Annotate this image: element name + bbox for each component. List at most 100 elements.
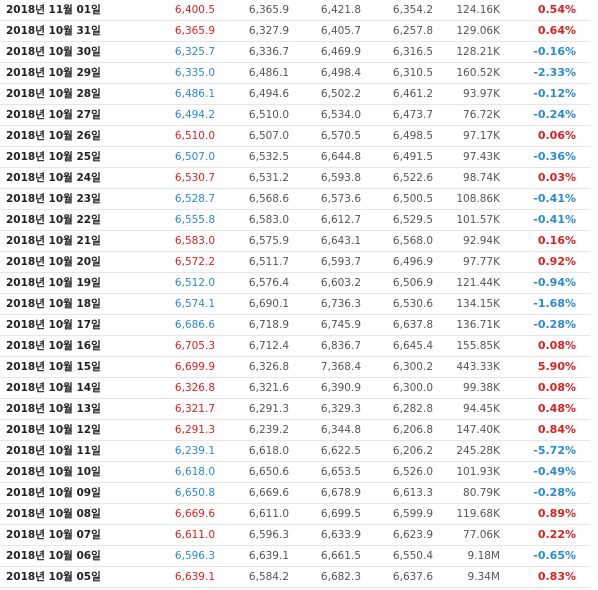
change-cell: 0.54% bbox=[537, 3, 576, 16]
high-cell: 6,570.5 bbox=[320, 130, 361, 142]
volume-cell: 134.15K bbox=[456, 298, 500, 310]
table-row: 2018년 10월 11일 6,239.1 6,618.0 6,622.5 6,206.… bbox=[0, 441, 590, 462]
volume-cell: 9.18M bbox=[467, 550, 500, 562]
open-cell: 6,618.0 bbox=[248, 445, 289, 457]
change-cell: 0.48% bbox=[537, 402, 576, 415]
price-cell: 6,335.0 bbox=[174, 67, 215, 79]
low-cell: 6,529.5 bbox=[392, 214, 433, 226]
low-cell: 6,526.0 bbox=[392, 466, 433, 478]
high-cell: 6,678.9 bbox=[320, 487, 361, 499]
high-cell: 7,368.4 bbox=[320, 361, 361, 373]
date-cell: 2018년 10월 09일 bbox=[6, 487, 101, 499]
price-cell: 6,611.0 bbox=[174, 529, 215, 541]
high-cell: 6,643.1 bbox=[320, 235, 361, 247]
price-cell: 6,512.0 bbox=[174, 277, 215, 289]
date-cell: 2018년 10월 19일 bbox=[6, 277, 101, 289]
table-row: 2018년 10월 25일 6,507.0 6,532.5 6,644.8 6,491.… bbox=[0, 147, 590, 168]
open-cell: 6,611.0 bbox=[248, 508, 289, 520]
change-cell: 0.08% bbox=[537, 381, 576, 394]
change-cell: -1.68% bbox=[533, 297, 576, 310]
change-cell: -0.41% bbox=[533, 213, 576, 226]
volume-cell: 108.86K bbox=[456, 193, 500, 205]
open-cell: 6,321.6 bbox=[248, 382, 289, 394]
high-cell: 6,329.3 bbox=[320, 403, 361, 415]
change-cell: -0.28% bbox=[533, 486, 576, 499]
low-cell: 6,522.6 bbox=[392, 172, 433, 184]
table-row: 2018년 10월 17일 6,686.6 6,718.9 6,745.9 6,637.… bbox=[0, 315, 590, 336]
volume-cell: 136.71K bbox=[456, 319, 500, 331]
price-cell: 6,618.0 bbox=[174, 466, 215, 478]
price-cell: 6,530.7 bbox=[174, 172, 215, 184]
date-cell: 2018년 10월 24일 bbox=[6, 172, 101, 184]
table-row: 2018년 10월 07일 6,611.0 6,596.3 6,633.9 6,623.… bbox=[0, 525, 590, 546]
low-cell: 6,645.4 bbox=[392, 340, 433, 352]
low-cell: 6,491.5 bbox=[392, 151, 433, 163]
date-cell: 2018년 10월 25일 bbox=[6, 151, 101, 163]
volume-cell: 160.52K bbox=[456, 67, 500, 79]
open-cell: 6,327.9 bbox=[248, 25, 289, 37]
table-row: 2018년 10월 31일 6,365.9 6,327.9 6,405.7 6,257.… bbox=[0, 21, 590, 42]
date-cell: 2018년 10월 20일 bbox=[6, 256, 101, 268]
table-row: 2018년 10월 19일 6,512.0 6,576.4 6,603.2 6,506.… bbox=[0, 273, 590, 294]
volume-cell: 119.68K bbox=[456, 508, 500, 520]
high-cell: 6,534.0 bbox=[320, 109, 361, 121]
price-cell: 6,686.6 bbox=[174, 319, 215, 331]
change-cell: -0.94% bbox=[533, 276, 576, 289]
volume-cell: 77.06K bbox=[463, 529, 500, 541]
volume-cell: 124.16K bbox=[456, 4, 500, 16]
low-cell: 6,473.7 bbox=[392, 109, 433, 121]
volume-cell: 93.97K bbox=[463, 88, 500, 100]
volume-cell: 101.93K bbox=[456, 466, 500, 478]
volume-cell: 9.34M bbox=[467, 571, 500, 583]
high-cell: 6,644.8 bbox=[320, 151, 361, 163]
high-cell: 6,661.5 bbox=[320, 550, 361, 562]
volume-cell: 80.79K bbox=[463, 487, 500, 499]
table-row: 2018년 10월 13일 6,321.7 6,291.3 6,329.3 6,282.… bbox=[0, 399, 590, 420]
date-cell: 2018년 10월 22일 bbox=[6, 214, 101, 226]
low-cell: 6,257.8 bbox=[392, 25, 433, 37]
high-cell: 6,593.7 bbox=[320, 256, 361, 268]
price-cell: 6,325.7 bbox=[174, 46, 215, 58]
high-cell: 6,498.4 bbox=[320, 67, 361, 79]
change-cell: 0.03% bbox=[537, 171, 576, 184]
date-cell: 2018년 10월 30일 bbox=[6, 46, 101, 58]
price-cell: 6,400.5 bbox=[174, 4, 215, 16]
price-cell: 6,486.1 bbox=[174, 88, 215, 100]
open-cell: 6,486.1 bbox=[248, 67, 289, 79]
table-row: 2018년 10월 06일 6,596.3 6,639.1 6,661.5 6,550.… bbox=[0, 546, 590, 567]
change-cell: -0.28% bbox=[533, 318, 576, 331]
price-cell: 6,699.9 bbox=[174, 361, 215, 373]
price-cell: 6,705.3 bbox=[174, 340, 215, 352]
price-cell: 6,291.3 bbox=[174, 424, 215, 436]
date-cell: 2018년 10월 07일 bbox=[6, 529, 101, 541]
volume-cell: 121.44K bbox=[456, 277, 500, 289]
change-cell: 0.22% bbox=[537, 528, 576, 541]
date-cell: 2018년 10월 18일 bbox=[6, 298, 101, 310]
high-cell: 6,699.5 bbox=[320, 508, 361, 520]
date-cell: 2018년 10월 13일 bbox=[6, 403, 101, 415]
date-cell: 2018년 10월 16일 bbox=[6, 340, 101, 352]
change-cell: 0.64% bbox=[537, 24, 576, 37]
date-cell: 2018년 10월 14일 bbox=[6, 382, 101, 394]
price-cell: 6,572.2 bbox=[174, 256, 215, 268]
date-cell: 2018년 10월 15일 bbox=[6, 361, 101, 373]
low-cell: 6,316.5 bbox=[392, 46, 433, 58]
volume-cell: 443.33K bbox=[456, 361, 500, 373]
change-cell: -0.65% bbox=[533, 549, 576, 562]
date-cell: 2018년 10월 26일 bbox=[6, 130, 101, 142]
date-cell: 2018년 10월 21일 bbox=[6, 235, 101, 247]
volume-cell: 97.77K bbox=[463, 256, 500, 268]
change-cell: -5.72% bbox=[533, 444, 576, 457]
table-row: 2018년 10월 09일 6,650.8 6,669.6 6,678.9 6,613.… bbox=[0, 483, 590, 504]
high-cell: 6,736.3 bbox=[320, 298, 361, 310]
price-cell: 6,574.1 bbox=[174, 298, 215, 310]
high-cell: 6,469.9 bbox=[320, 46, 361, 58]
table-row: 2018년 10월 16일 6,705.3 6,712.4 6,836.7 6,645.… bbox=[0, 336, 590, 357]
change-cell: 5.90% bbox=[537, 360, 576, 373]
high-cell: 6,836.7 bbox=[320, 340, 361, 352]
low-cell: 6,613.3 bbox=[392, 487, 433, 499]
price-cell: 6,510.0 bbox=[174, 130, 215, 142]
low-cell: 6,568.0 bbox=[392, 235, 433, 247]
low-cell: 6,461.2 bbox=[392, 88, 433, 100]
high-cell: 6,633.9 bbox=[320, 529, 361, 541]
